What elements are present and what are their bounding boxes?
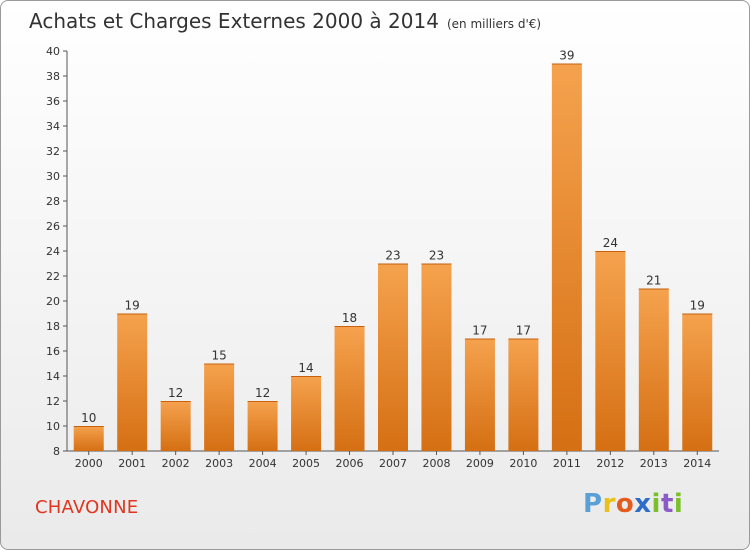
y-tick-label: 32 — [46, 145, 60, 158]
bar — [334, 326, 365, 451]
data-label: 24 — [603, 236, 618, 250]
bar — [247, 401, 278, 451]
data-label: 19 — [125, 299, 140, 313]
y-tick-label: 20 — [46, 295, 60, 308]
commune-name: CHAVONNE — [35, 497, 139, 518]
y-tick-label: 36 — [46, 95, 60, 108]
logo-letter: i — [673, 489, 684, 519]
y-tick-label: 10 — [46, 420, 60, 433]
bar — [421, 263, 452, 451]
y-tick-label: 14 — [46, 370, 60, 383]
x-tick-label: 2007 — [379, 457, 407, 470]
data-label: 10 — [81, 411, 96, 425]
y-tick-label: 24 — [46, 245, 60, 258]
data-label: 18 — [342, 311, 357, 325]
y-tick-label: 40 — [46, 45, 60, 58]
bar — [291, 376, 322, 451]
y-tick-label: 16 — [46, 345, 60, 358]
logo-letter: P — [583, 489, 603, 519]
data-label: 12 — [168, 386, 183, 400]
y-tick-label: 38 — [46, 70, 60, 83]
x-tick-label: 2011 — [553, 457, 581, 470]
data-label: 21 — [646, 274, 661, 288]
bar — [595, 251, 626, 451]
bar — [508, 338, 539, 451]
bar — [638, 288, 669, 451]
x-tick-label: 2000 — [75, 457, 103, 470]
bar — [204, 363, 235, 451]
y-tick-label: 34 — [46, 120, 60, 133]
data-label: 19 — [690, 299, 705, 313]
logo-letter: o — [615, 489, 635, 519]
data-label: 23 — [429, 249, 444, 263]
data-label: 12 — [255, 386, 270, 400]
y-tick-label: 28 — [46, 195, 60, 208]
x-tick-label: 2006 — [336, 457, 364, 470]
data-label: 17 — [472, 324, 487, 338]
logo-letter: x — [634, 489, 652, 519]
logo-letter: r — [602, 489, 616, 519]
y-tick-label: 18 — [46, 320, 60, 333]
bar — [73, 426, 104, 451]
data-label: 17 — [516, 324, 531, 338]
chart-subtitle: (en milliers d'€) — [446, 17, 542, 31]
x-tick-label: 2008 — [422, 457, 450, 470]
data-label: 14 — [298, 361, 313, 375]
logo-letter: i — [651, 489, 661, 519]
chart-title-text: Achats et Charges Externes 2000 à 2014 — [29, 9, 439, 33]
x-tick-label: 2009 — [466, 457, 494, 470]
y-tick-label: 30 — [46, 170, 60, 183]
bar — [378, 263, 408, 451]
x-tick-label: 2003 — [205, 457, 233, 470]
y-tick-label: 22 — [46, 270, 60, 283]
data-label: 23 — [385, 249, 400, 263]
logo-letter: t — [660, 489, 674, 519]
data-label: 15 — [211, 349, 226, 363]
x-tick-label: 2004 — [249, 457, 277, 470]
x-tick-label: 2010 — [509, 457, 537, 470]
proxiti-logo: Proxiti — [583, 489, 683, 519]
bar — [551, 63, 582, 451]
x-tick-label: 2014 — [683, 457, 711, 470]
bar — [160, 401, 191, 451]
y-tick-label: 12 — [46, 395, 60, 408]
bar — [117, 313, 148, 451]
data-label: 39 — [559, 49, 574, 63]
bar — [682, 313, 713, 451]
x-tick-label: 2013 — [640, 457, 668, 470]
chart-title: Achats et Charges Externes 2000 à 2014 (e… — [29, 9, 541, 33]
x-tick-label: 2001 — [118, 457, 146, 470]
bar — [464, 338, 495, 451]
y-tick-label: 8 — [53, 445, 60, 458]
x-tick-label: 2002 — [162, 457, 190, 470]
x-tick-label: 2012 — [596, 457, 624, 470]
y-tick-label: 26 — [46, 220, 60, 233]
x-tick-label: 2005 — [292, 457, 320, 470]
